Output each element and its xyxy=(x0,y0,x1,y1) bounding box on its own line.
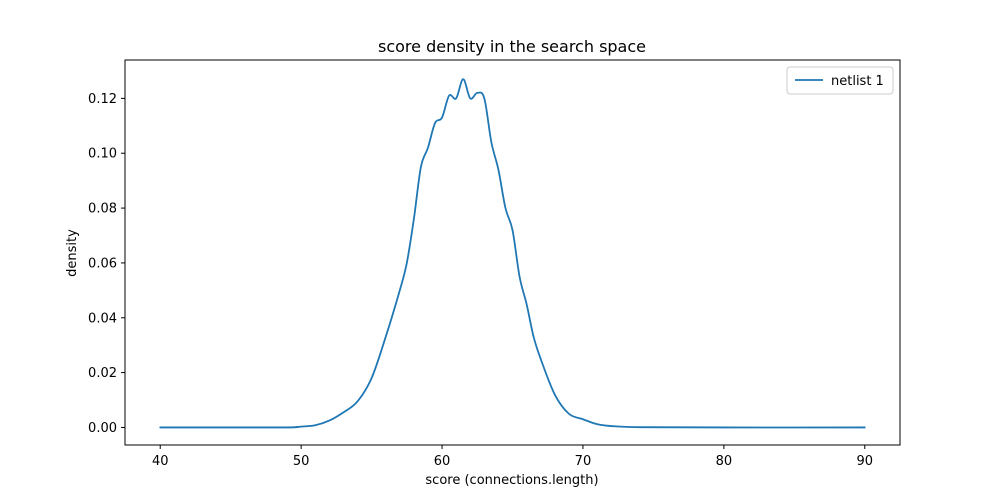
y-tick-label: 0.12 xyxy=(88,92,117,107)
y-tick-label: 0.08 xyxy=(88,202,117,217)
y-tick-label: 0.02 xyxy=(88,366,117,381)
legend-box xyxy=(786,66,894,95)
y-axis-ticks: 0.00 0.02 0.04 0.06 0.08 0.10 0.12 xyxy=(88,92,125,436)
y-axis-label: density xyxy=(65,229,80,277)
x-tick-label: 40 xyxy=(152,454,169,469)
chart-title: score density in the search space xyxy=(378,37,646,56)
legend-label: netlist 1 xyxy=(831,74,884,89)
x-tick-label: 80 xyxy=(716,454,733,469)
series-line-netlist-1 xyxy=(159,78,866,429)
y-tick-label: 0.04 xyxy=(88,311,117,326)
x-tick-label: 70 xyxy=(575,454,592,469)
y-tick-label: 0.00 xyxy=(88,421,117,436)
legend: netlist 1 xyxy=(786,66,894,95)
x-axis-label: score (connections.length) xyxy=(425,473,598,488)
y-tick-label: 0.10 xyxy=(88,147,117,162)
x-tick-label: 50 xyxy=(293,454,310,469)
y-tick-label: 0.06 xyxy=(88,256,117,271)
x-tick-label: 90 xyxy=(856,454,873,469)
x-tick-label: 60 xyxy=(434,454,451,469)
plot-area-frame xyxy=(124,59,901,446)
x-axis-ticks: 40 50 60 70 80 90 xyxy=(152,445,873,469)
